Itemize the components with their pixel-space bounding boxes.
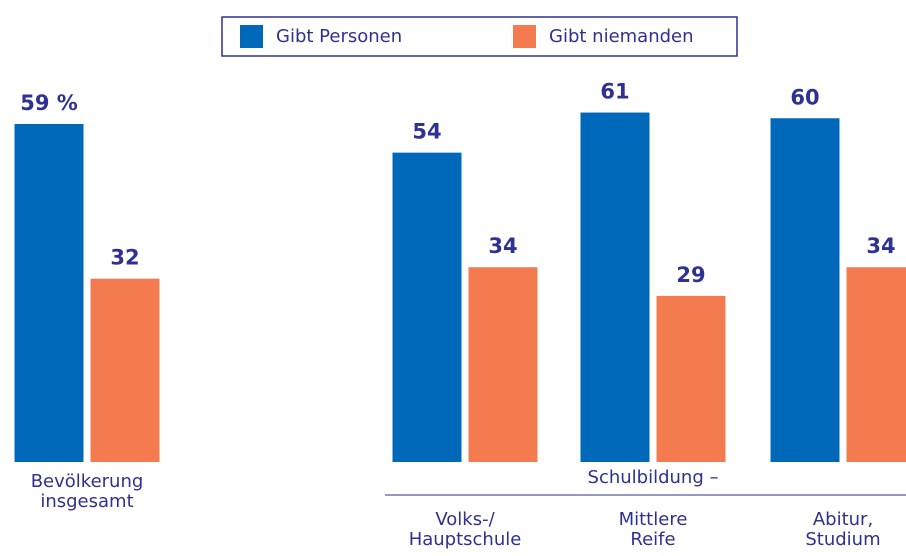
data-label: 54	[412, 120, 441, 144]
data-label: 34	[488, 234, 517, 258]
legend-swatch	[513, 25, 536, 48]
x-tick-label: Bevölkerung insgesamt	[30, 471, 144, 512]
legend-label: Gibt Personen	[276, 26, 402, 47]
bar	[580, 112, 650, 463]
x-tick-label: Mittlere Reife	[618, 509, 688, 550]
data-label: 32	[110, 246, 139, 270]
bar	[468, 267, 538, 462]
bar	[14, 124, 84, 462]
data-label: 29	[676, 263, 705, 287]
legend-swatch	[240, 25, 263, 48]
data-label: 61	[600, 80, 629, 104]
bar	[656, 295, 726, 462]
data-label: 34	[866, 234, 895, 258]
data-label: 59 %	[20, 91, 78, 115]
legend-label: Gibt niemanden	[549, 26, 694, 47]
legend-box	[221, 16, 738, 57]
group-label: Schulbildung –	[587, 467, 719, 488]
data-label: 60	[790, 85, 819, 109]
bar	[770, 118, 840, 463]
bar	[90, 278, 160, 462]
bar	[846, 267, 906, 462]
x-tick-label: Volks-/ Hauptschule	[408, 509, 522, 550]
x-tick-label: Abitur, Studium	[805, 509, 881, 550]
bar	[392, 152, 462, 462]
